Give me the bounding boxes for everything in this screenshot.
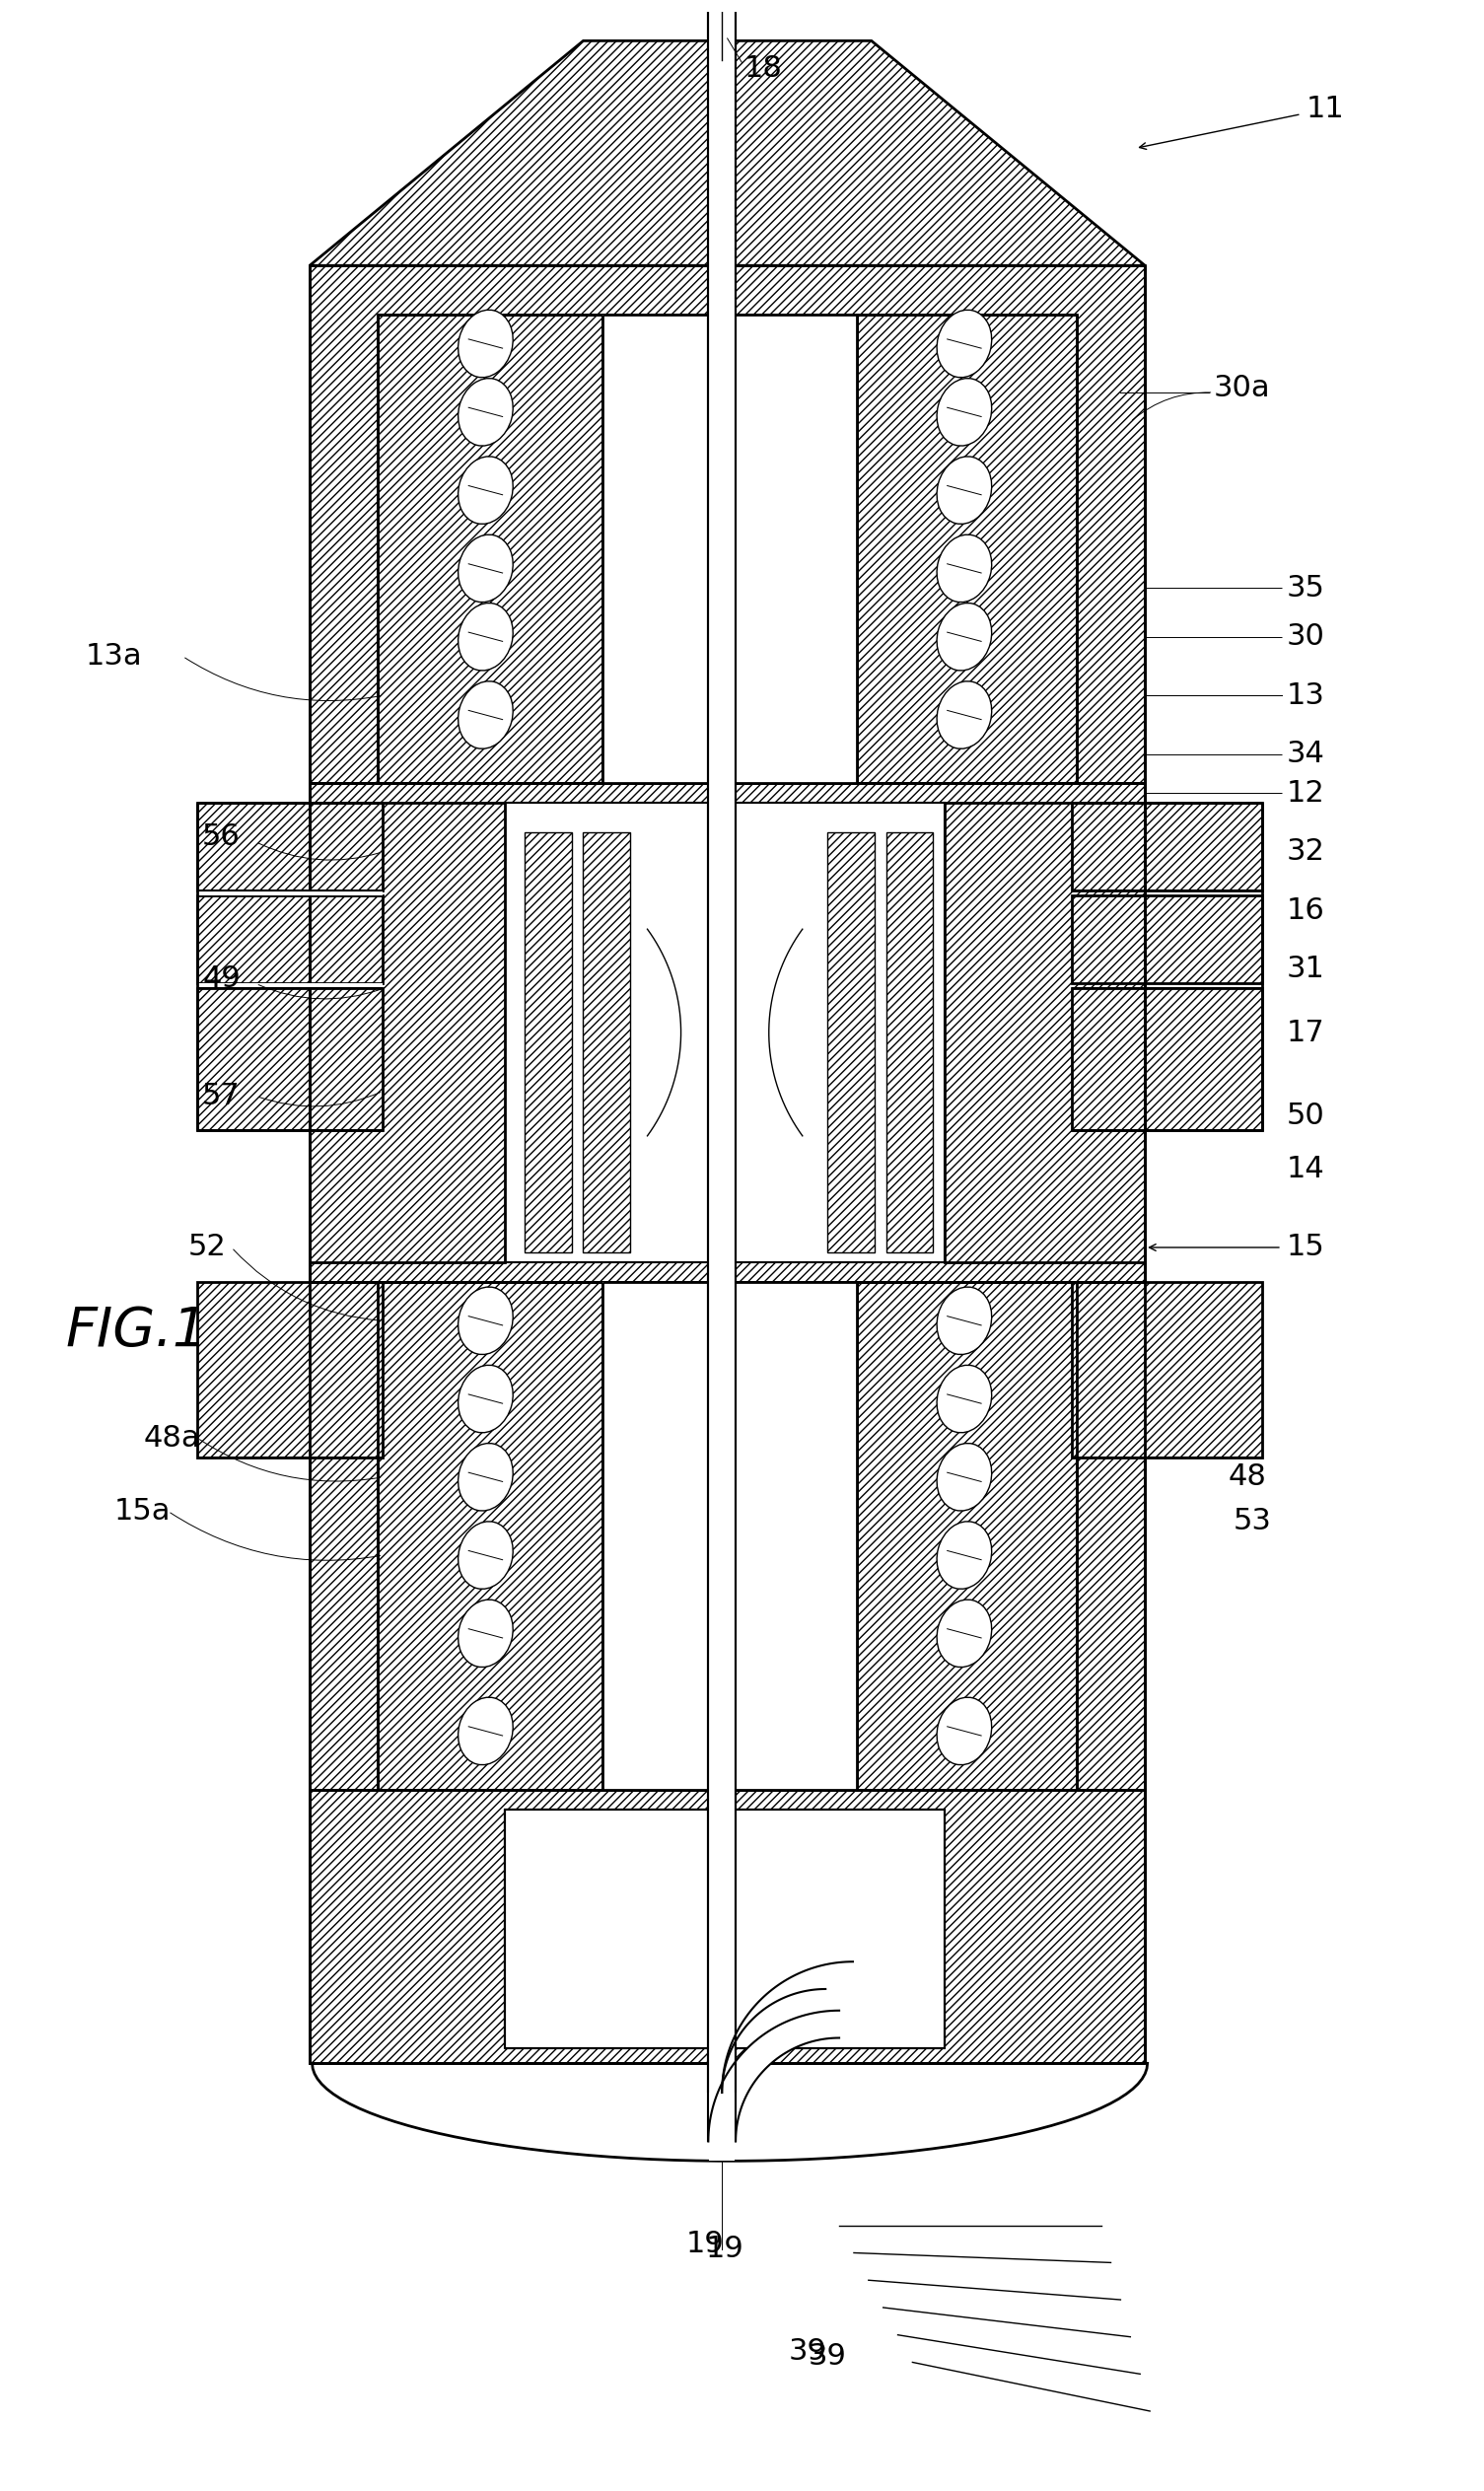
Ellipse shape [936, 379, 991, 446]
Bar [603, 314, 856, 782]
Text: 19: 19 [706, 2234, 743, 2264]
Ellipse shape [459, 680, 513, 750]
Polygon shape [310, 40, 1146, 267]
Ellipse shape [936, 1696, 991, 1764]
Ellipse shape [936, 309, 991, 379]
Bar [1071, 802, 1263, 892]
Text: 48a: 48a [144, 1425, 200, 1452]
Text: 17: 17 [1287, 1019, 1325, 1046]
Ellipse shape [459, 456, 513, 523]
Text: 57: 57 [202, 1081, 240, 1111]
Bar [1071, 989, 1263, 1131]
Bar [603, 1283, 856, 1789]
Bar [197, 989, 383, 1131]
Bar [197, 892, 383, 897]
Bar [378, 314, 603, 782]
Text: 31: 31 [1287, 954, 1325, 984]
Bar [197, 1283, 383, 1457]
Bar [197, 897, 383, 984]
Bar [505, 1808, 945, 2048]
Bar [709, 12, 735, 2162]
Ellipse shape [459, 1365, 513, 1432]
Ellipse shape [459, 309, 513, 379]
Text: 18: 18 [745, 55, 782, 82]
Bar [310, 1789, 1146, 2063]
Text: 39: 39 [809, 2342, 847, 2371]
Bar [945, 802, 1146, 1263]
Ellipse shape [936, 456, 991, 523]
Text: 12: 12 [1287, 780, 1325, 807]
Ellipse shape [936, 1599, 991, 1666]
Bar [378, 1283, 603, 1789]
Ellipse shape [459, 1442, 513, 1512]
Text: 48: 48 [1229, 1462, 1266, 1492]
Ellipse shape [459, 1288, 513, 1355]
Text: 35: 35 [1287, 573, 1325, 603]
Bar [197, 802, 383, 892]
Ellipse shape [459, 1522, 513, 1589]
Bar [603, 1283, 856, 1789]
Bar [1071, 1283, 1263, 1457]
Ellipse shape [459, 603, 513, 670]
Bar [603, 314, 856, 782]
Text: 11: 11 [1306, 95, 1345, 125]
Bar [856, 314, 1076, 782]
Ellipse shape [936, 1288, 991, 1355]
Ellipse shape [936, 1442, 991, 1512]
Bar [1071, 897, 1263, 984]
Bar [525, 832, 571, 1253]
Text: 13: 13 [1287, 680, 1325, 710]
Ellipse shape [459, 379, 513, 446]
Text: 15: 15 [1287, 1233, 1325, 1263]
Bar [856, 1283, 1076, 1789]
Text: 50: 50 [1287, 1101, 1325, 1131]
Bar [197, 984, 383, 989]
Ellipse shape [936, 680, 991, 750]
Text: 53: 53 [1233, 1507, 1272, 1534]
Text: 15a: 15a [114, 1497, 171, 1524]
Ellipse shape [936, 1365, 991, 1432]
Bar [310, 782, 1146, 1283]
Bar [709, 12, 735, 2015]
Polygon shape [310, 2063, 1147, 2162]
Polygon shape [708, 2010, 840, 2142]
Text: 49: 49 [202, 964, 240, 994]
Ellipse shape [936, 536, 991, 603]
Bar [310, 267, 1146, 2063]
Ellipse shape [459, 1599, 513, 1666]
Ellipse shape [459, 1696, 513, 1764]
Text: 39: 39 [789, 2337, 827, 2366]
Bar [583, 832, 631, 1253]
Bar [886, 832, 933, 1253]
Text: 52: 52 [187, 1233, 226, 1263]
Text: 30: 30 [1287, 623, 1325, 650]
Text: 14: 14 [1287, 1156, 1325, 1183]
Ellipse shape [936, 1522, 991, 1589]
Text: 13a: 13a [85, 643, 142, 670]
Ellipse shape [459, 536, 513, 603]
Text: 16: 16 [1287, 897, 1325, 924]
Ellipse shape [936, 603, 991, 670]
Bar [505, 1808, 945, 2043]
Bar [505, 802, 945, 1263]
Text: 32: 32 [1287, 837, 1325, 867]
Text: 30a: 30a [1214, 374, 1270, 401]
Text: FIG.1: FIG.1 [65, 1305, 208, 1358]
Bar [310, 802, 505, 1263]
Text: 56: 56 [202, 822, 240, 852]
Bar [828, 832, 874, 1253]
Text: 34: 34 [1287, 740, 1325, 767]
Text: 19: 19 [686, 2229, 724, 2259]
